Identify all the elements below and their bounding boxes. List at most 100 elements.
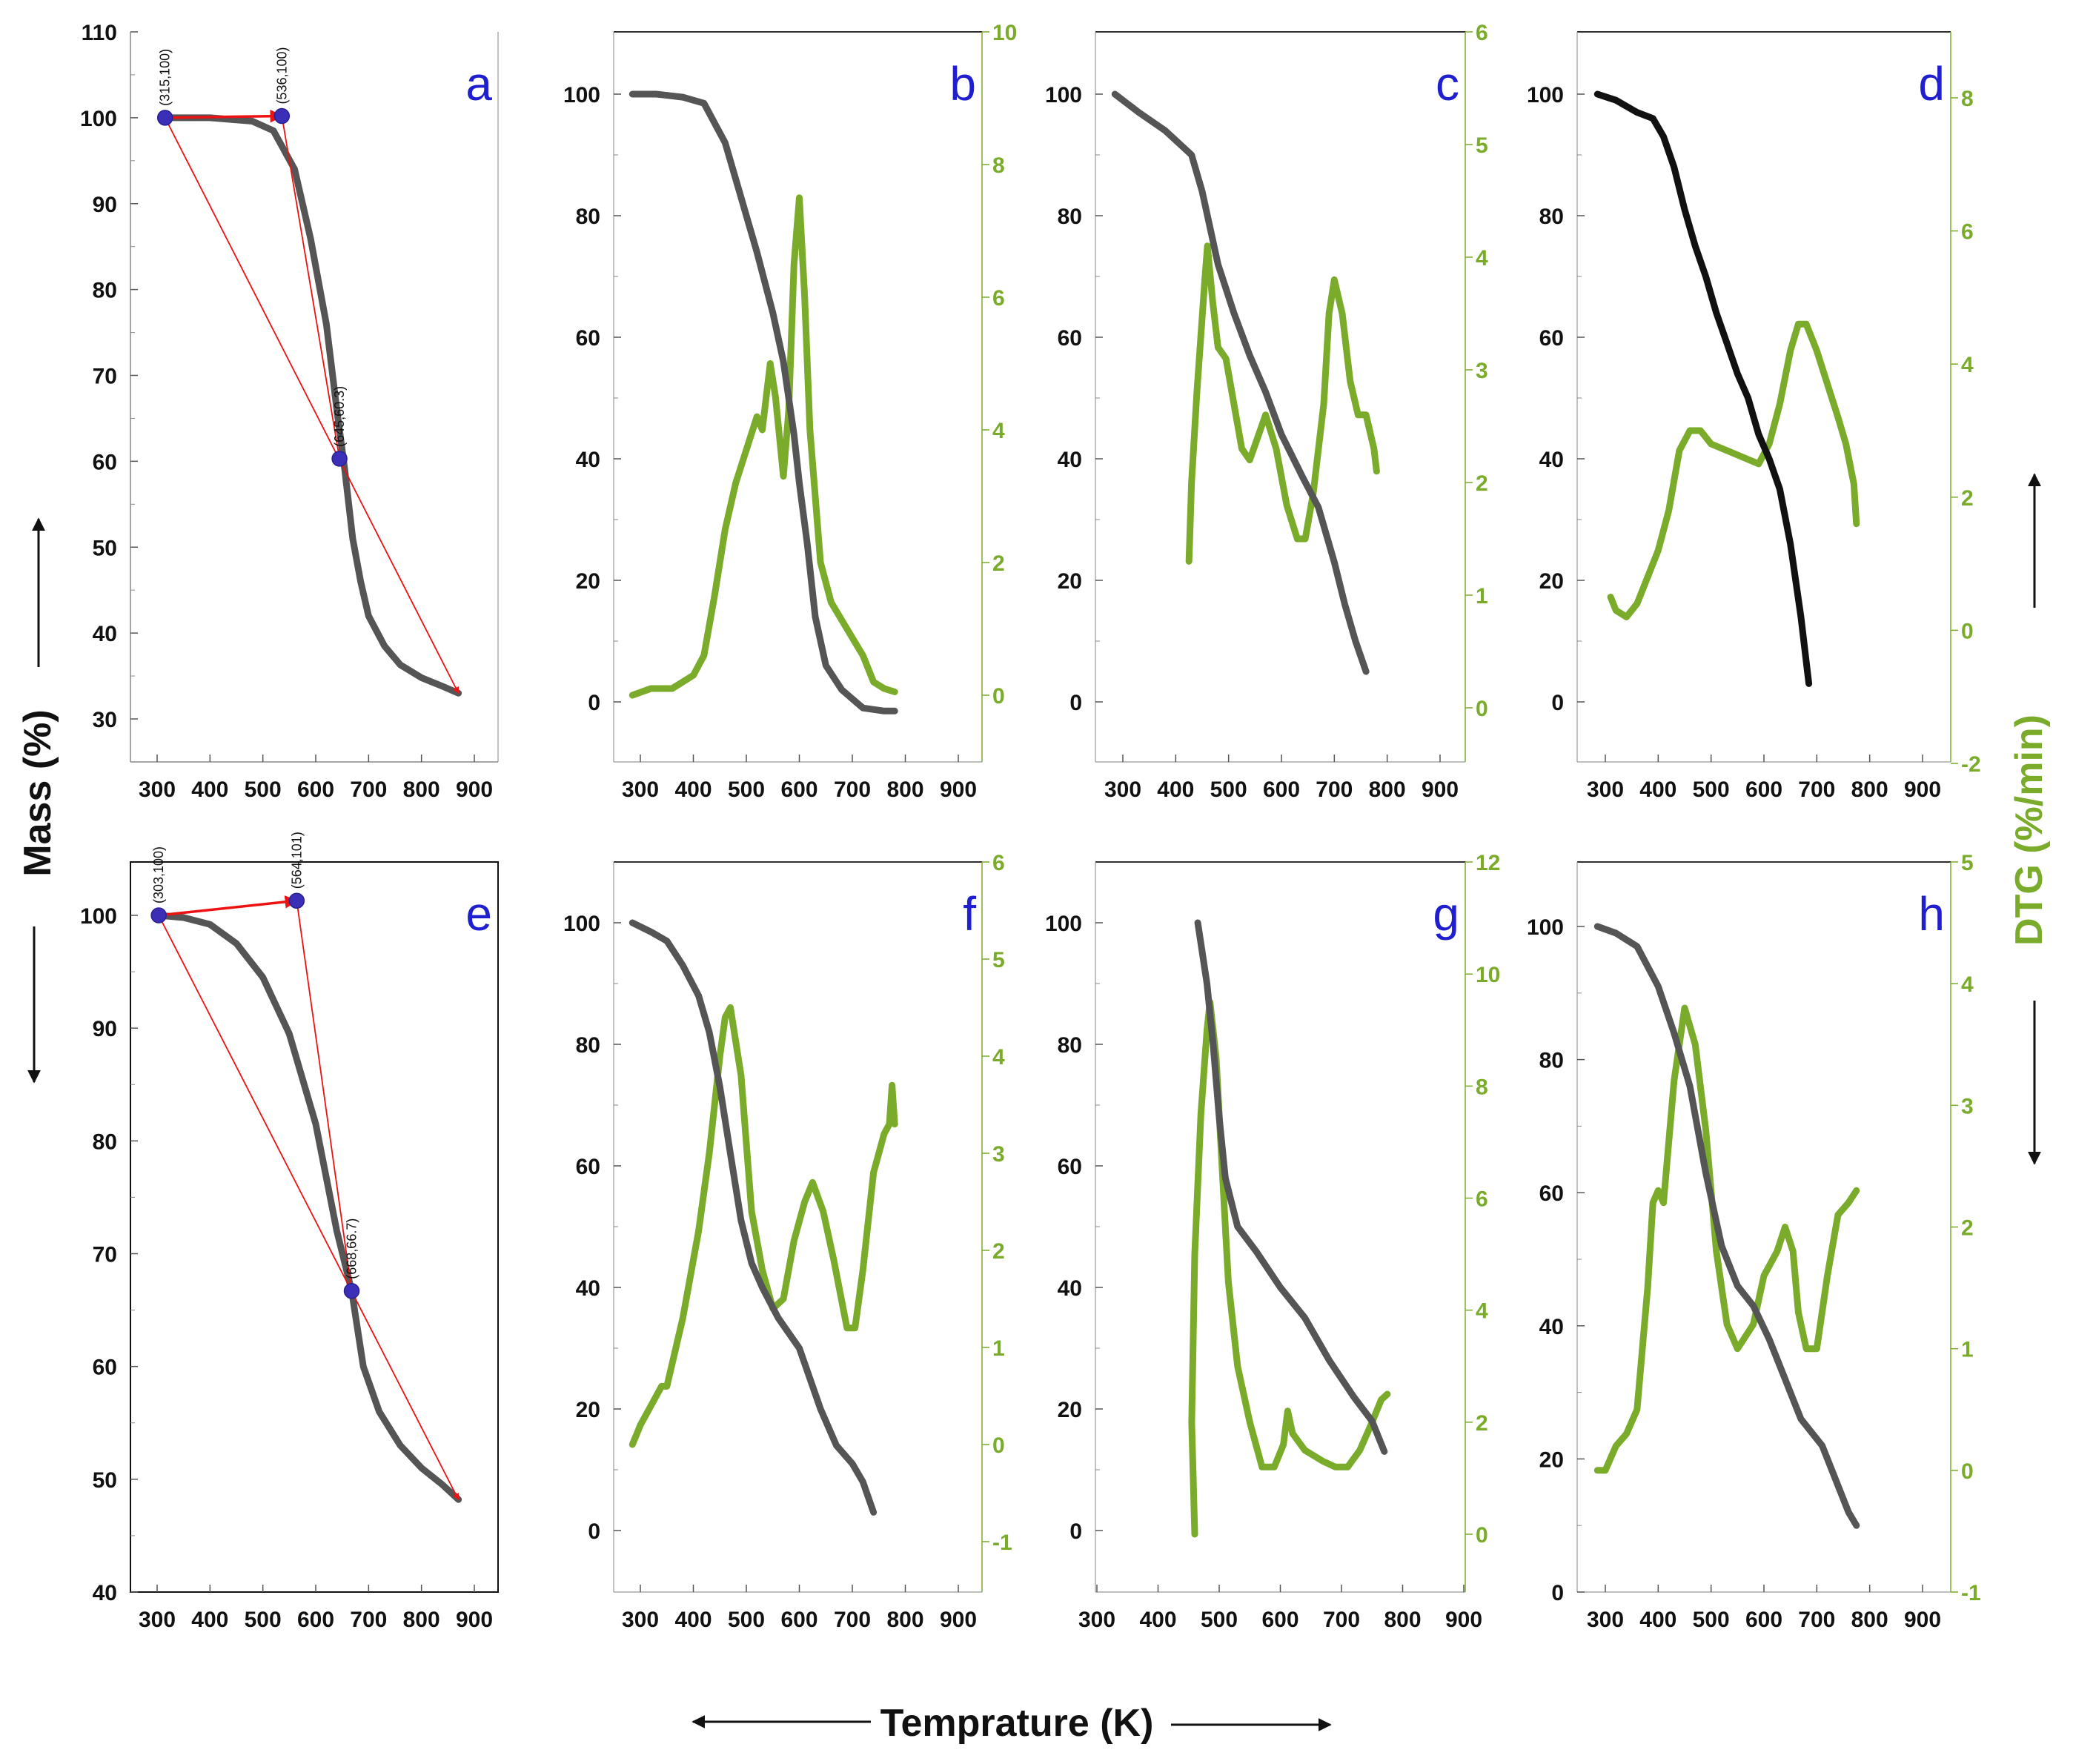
y-tick-label: 100 bbox=[1045, 912, 1082, 936]
x-tick-label: 800 bbox=[886, 777, 923, 802]
onset-point bbox=[288, 892, 305, 909]
y-tick-label: 60 bbox=[93, 450, 117, 474]
y2-tick-label: 4 bbox=[1476, 246, 1488, 271]
chart-panel-f: 300 400 500 600 700 800 900 0 20 40 60 80 100 -1 0 1 2 3 4… bbox=[563, 851, 1012, 1632]
x-tick-label: 500 bbox=[1210, 777, 1247, 802]
x-tick-label: 400 bbox=[674, 777, 712, 802]
y2-tick-label: 0 bbox=[1961, 619, 1974, 643]
point-label: (303,100) bbox=[151, 846, 166, 903]
point-label: (536,100) bbox=[274, 47, 289, 104]
y-tick-label: 30 bbox=[93, 708, 117, 732]
y-tick-label: 60 bbox=[1539, 326, 1564, 351]
dtg-series-line bbox=[1593, 1004, 1860, 1474]
y-tick-label: 60 bbox=[576, 326, 600, 351]
point-label: (564,101) bbox=[289, 832, 304, 889]
y2-tick-label: 6 bbox=[992, 851, 1005, 875]
y-tick-label: 80 bbox=[576, 1033, 600, 1058]
point-label: (315,100) bbox=[158, 49, 173, 106]
x-tick-label: 800 bbox=[1369, 777, 1406, 802]
x-tick-label: 900 bbox=[1422, 777, 1459, 802]
y-tick-label: 80 bbox=[576, 205, 600, 229]
x-tick-label: 900 bbox=[940, 1608, 977, 1632]
x-tick-label: 600 bbox=[297, 1608, 334, 1632]
panel-letter: d bbox=[1918, 57, 1945, 110]
y2-tick-label: 8 bbox=[1961, 87, 1974, 111]
x-tick-label: 900 bbox=[456, 1608, 493, 1632]
y2-tick-label: 5 bbox=[992, 948, 1005, 972]
x-tick-label: 900 bbox=[940, 777, 977, 802]
x-tick-label: 500 bbox=[1201, 1608, 1238, 1632]
mass-series-line bbox=[1593, 923, 1860, 1529]
y-tick-label: 100 bbox=[1527, 915, 1564, 940]
x-tick-label: 800 bbox=[1384, 1608, 1421, 1632]
y-tick-label: 60 bbox=[1058, 1155, 1082, 1179]
y2-tick-label: 2 bbox=[992, 1239, 1005, 1264]
y2-tick-label: 2 bbox=[1476, 1411, 1488, 1436]
y2-tick-label: 1 bbox=[992, 1336, 1005, 1361]
y2-tick-label: 2 bbox=[1476, 471, 1488, 496]
x-tick-label: 900 bbox=[1904, 1608, 1941, 1632]
x-tick-label: 300 bbox=[1587, 777, 1624, 802]
x-tick-label: 400 bbox=[1157, 777, 1194, 802]
dtg-series-line bbox=[628, 194, 898, 699]
x-tick-label: 500 bbox=[245, 1608, 282, 1632]
x-tick-label: 500 bbox=[728, 777, 765, 802]
mass-series-line bbox=[628, 90, 898, 714]
x-tick-label: 500 bbox=[245, 777, 282, 802]
dtg-series-line bbox=[1185, 242, 1380, 565]
x-tick-label: 300 bbox=[1587, 1608, 1624, 1632]
panel-letter: a bbox=[465, 57, 492, 110]
panel-letter: b bbox=[949, 57, 976, 110]
x-tick-label: 800 bbox=[403, 1608, 440, 1632]
x-tick-label: 600 bbox=[780, 1608, 817, 1632]
onset-point bbox=[273, 107, 291, 125]
x-tick-label: 700 bbox=[350, 777, 387, 802]
y-tick-label: 40 bbox=[576, 1276, 600, 1301]
x-tick-label: 400 bbox=[1139, 1608, 1176, 1632]
y-tick-label: 20 bbox=[576, 569, 600, 594]
chart-panel-e: 300 400 500 600 700 800 900 40 50 60 70 80 90 100 (303… bbox=[80, 832, 499, 1632]
y2-tick-label: 2 bbox=[1961, 1216, 1974, 1241]
dtg-series-line bbox=[628, 1004, 898, 1448]
x-tick-label: 700 bbox=[834, 777, 871, 802]
y-tick-label: 0 bbox=[1551, 691, 1564, 715]
point-label: (668,66.7) bbox=[345, 1218, 359, 1279]
x-tick-label: 600 bbox=[1263, 777, 1300, 802]
dtg-series-line bbox=[1607, 320, 1860, 620]
y2-tick-label: 0 bbox=[992, 684, 1005, 709]
x-tick-label: 700 bbox=[834, 1608, 871, 1632]
y-tick-label: 0 bbox=[588, 691, 600, 715]
y-tick-label: 100 bbox=[563, 83, 600, 107]
y-tick-label: 0 bbox=[1551, 1581, 1564, 1605]
x-tick-label: 400 bbox=[674, 1608, 712, 1632]
x-tick-label: 300 bbox=[1104, 777, 1141, 802]
x-tick-label: 600 bbox=[1261, 1608, 1298, 1632]
y2-tick-label: 3 bbox=[1961, 1094, 1974, 1118]
y-tick-label: 110 bbox=[82, 21, 117, 45]
dtg-series-line bbox=[1188, 998, 1391, 1538]
onset-point bbox=[331, 451, 348, 467]
x-tick-label: 600 bbox=[297, 777, 334, 802]
y-tick-label: 90 bbox=[93, 193, 117, 217]
x-tick-label: 800 bbox=[886, 1608, 923, 1632]
x-tick-label: 700 bbox=[350, 1608, 387, 1632]
y2-tick-label: 0 bbox=[1476, 1523, 1488, 1548]
x-tick-label: 400 bbox=[1639, 1608, 1676, 1632]
y-tick-label: 20 bbox=[1539, 1448, 1564, 1472]
y-tick-label: 40 bbox=[1539, 448, 1564, 472]
y-tick-label: 60 bbox=[1058, 326, 1082, 351]
x-tick-label: 300 bbox=[1078, 1608, 1115, 1632]
y-tick-label: 20 bbox=[1539, 569, 1564, 594]
x-tick-label: 300 bbox=[139, 1608, 176, 1632]
dtg-axis-label: DTG (%/min) bbox=[2008, 714, 2051, 946]
y-tick-label: 80 bbox=[93, 279, 117, 303]
tangent-arrow bbox=[296, 901, 354, 1292]
bottom-axis-label-group: Temprature (K) bbox=[691, 1702, 1332, 1745]
y-tick-label: 50 bbox=[93, 1468, 117, 1493]
chart-panel-a: 300 400 500 600 700 800 900 30 40 50 60 70 80 90 100 11… bbox=[80, 21, 499, 802]
y-tick-label: 20 bbox=[576, 1398, 600, 1422]
panel-letter: c bbox=[1436, 57, 1459, 110]
y2-tick-label: 6 bbox=[992, 286, 1005, 311]
y-tick-label: 40 bbox=[93, 1581, 117, 1605]
